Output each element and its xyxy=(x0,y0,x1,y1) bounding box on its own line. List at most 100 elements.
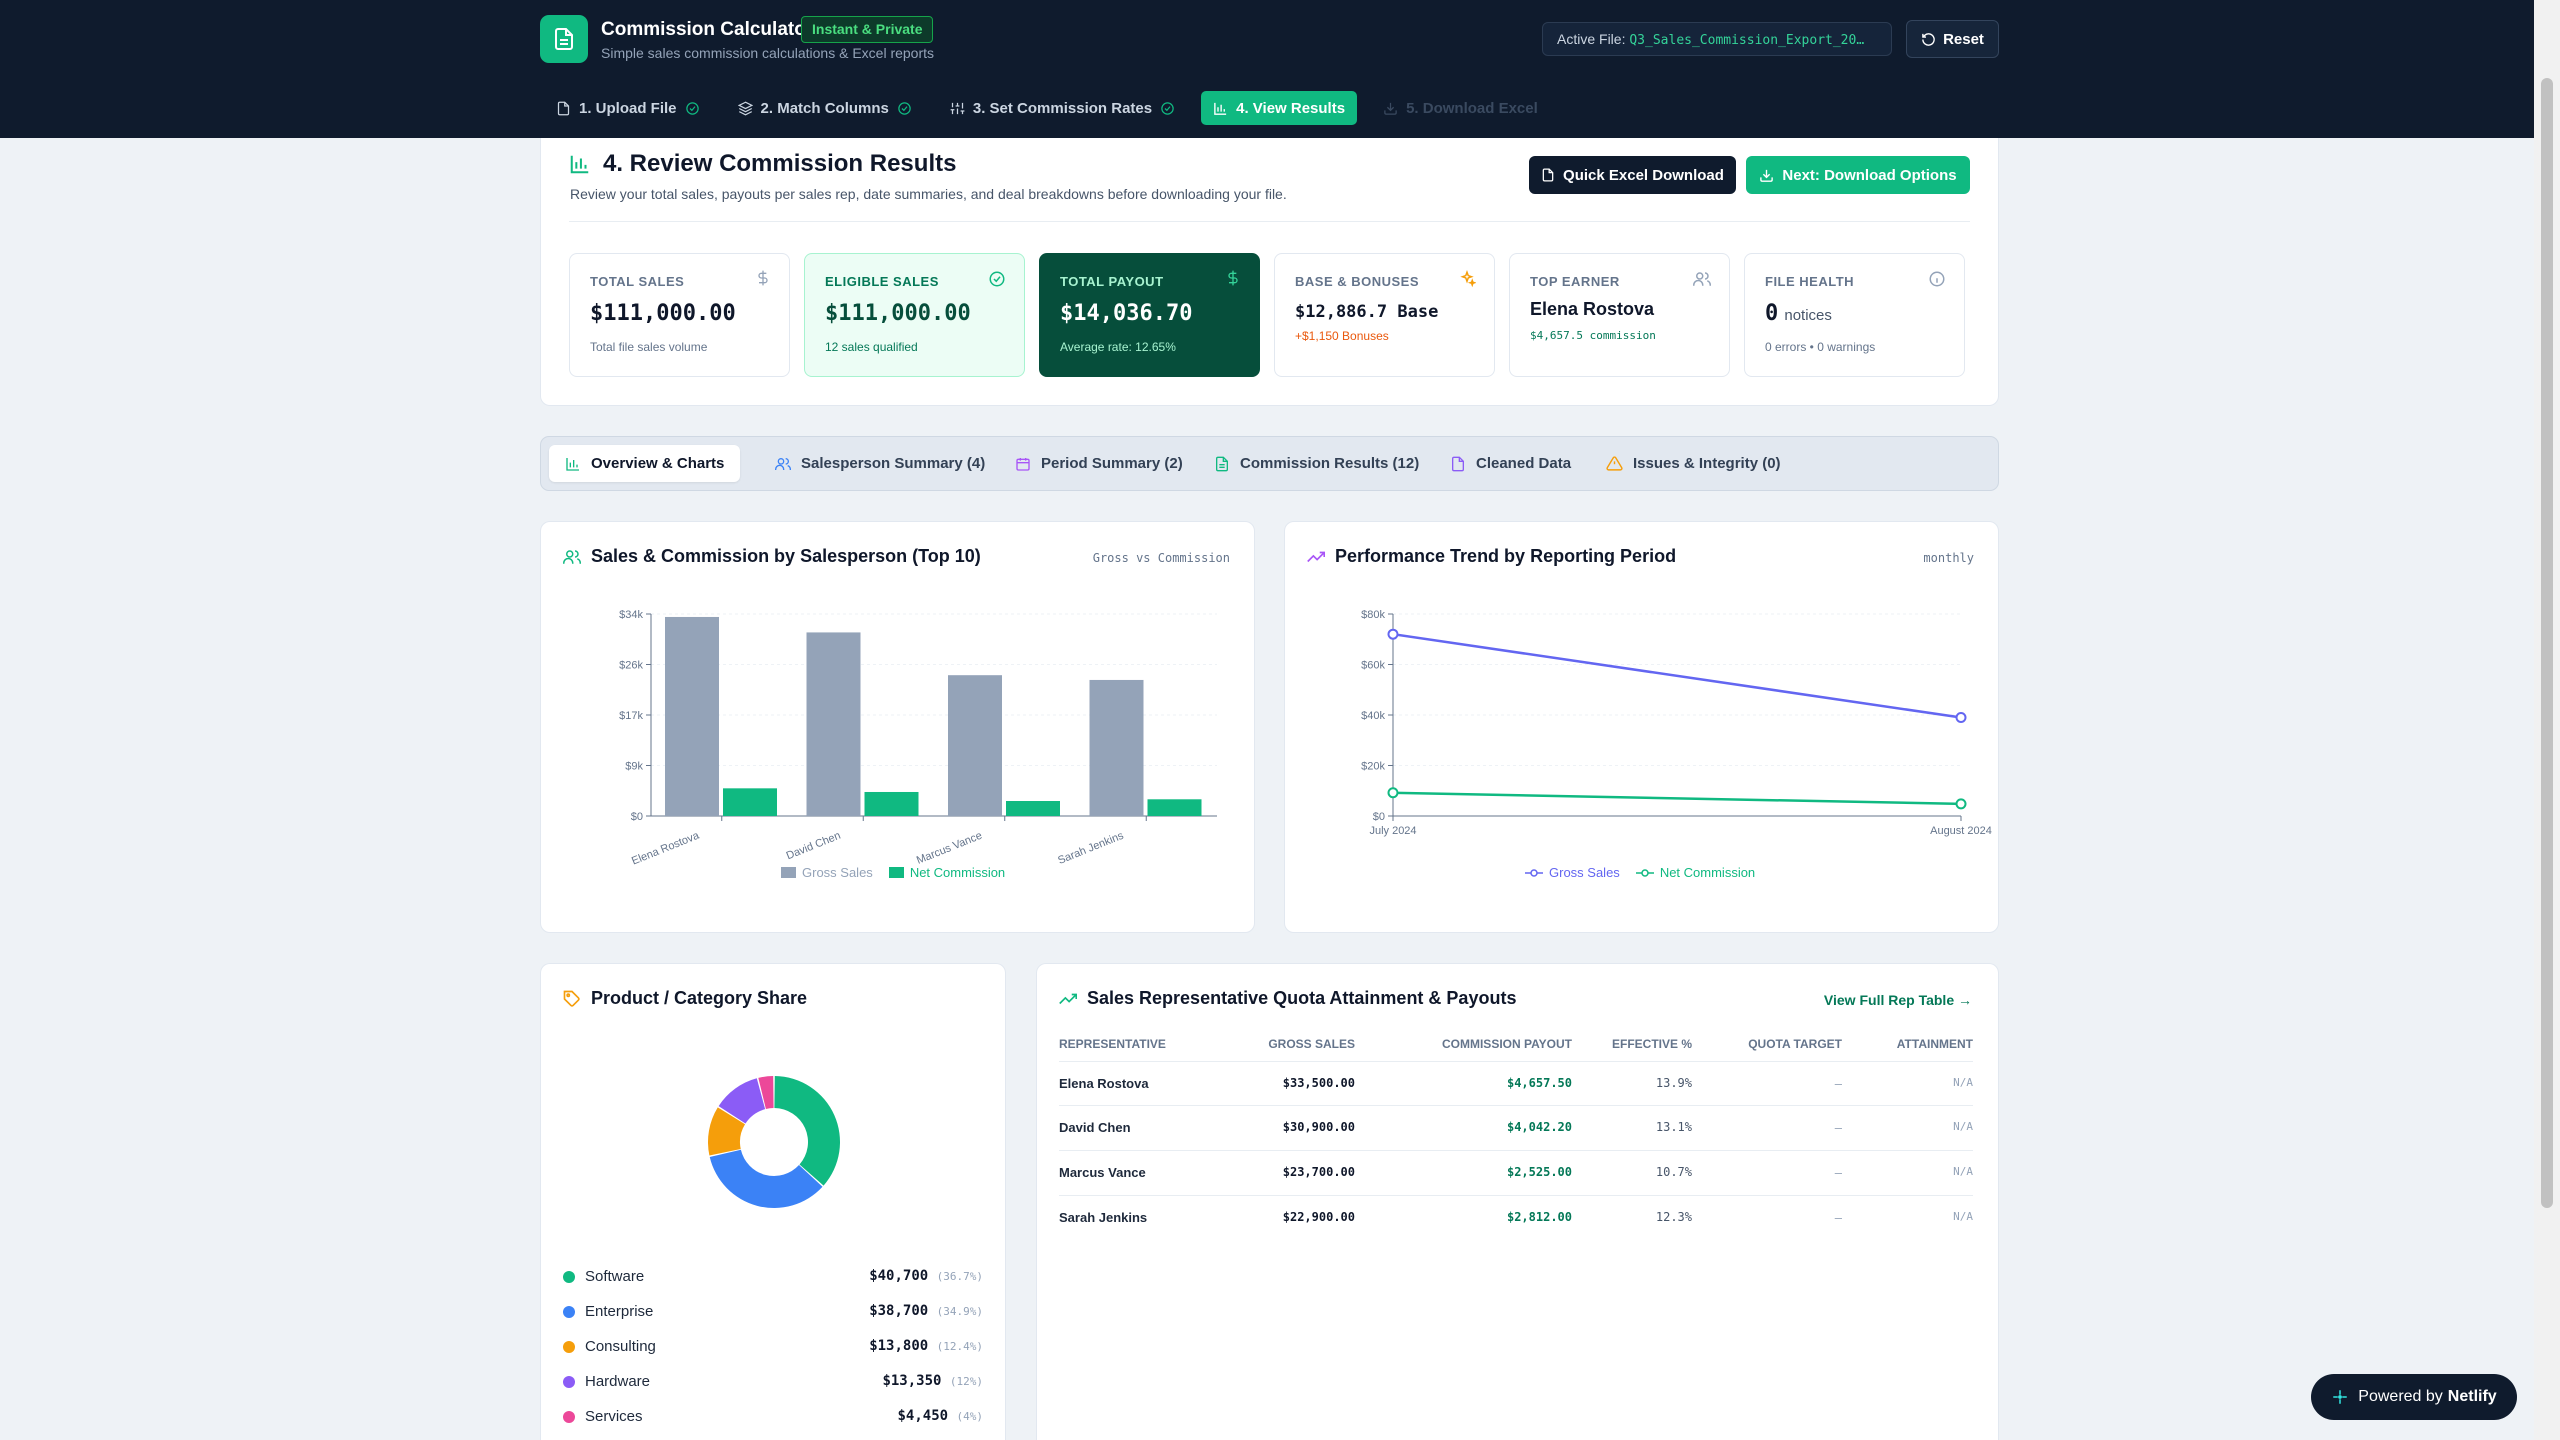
category-percent: (12.4%) xyxy=(936,1340,983,1353)
series-line-net-commission xyxy=(1392,791,1962,806)
data-point xyxy=(1387,787,1399,799)
file-icon xyxy=(556,101,571,116)
y-tick-label: $60k xyxy=(1361,660,1385,672)
y-tick-label: $40k xyxy=(1361,710,1385,722)
download-icon xyxy=(1383,101,1398,116)
table-row[interactable]: David Chen $30,900.00 $4,042.20 13.1% – … xyxy=(1059,1105,1973,1149)
tab-label: Overview & Charts xyxy=(591,455,725,472)
top-earner-card: TOP EARNER Elena Rostova $4,657.5 commis… xyxy=(1509,253,1730,377)
step-label: 4. View Results xyxy=(1236,99,1346,117)
col-commission-payout: COMMISSION PAYOUT xyxy=(1441,1037,1572,1051)
table-row[interactable]: Marcus Vance $23,700.00 $2,525.00 10.7% … xyxy=(1059,1150,1973,1194)
list-item[interactable]: Software $40,700 (36.7%) xyxy=(563,1267,983,1287)
col-attainment: ATTAINMENT xyxy=(1896,1037,1973,1051)
y-tick-label: $80k xyxy=(1361,609,1385,621)
health-value: 0 xyxy=(1765,301,1779,326)
dollar-icon xyxy=(755,270,771,286)
rep-quota: – xyxy=(1834,1165,1842,1180)
bar-chart-icon xyxy=(565,456,581,472)
col-gross-sales: GROSS SALES xyxy=(1268,1037,1355,1051)
data-point xyxy=(1955,712,1967,724)
card-value: $12,886.7 Base xyxy=(1295,302,1438,322)
rep-gross: $30,900.00 xyxy=(1282,1120,1355,1134)
rep-gross: $22,900.00 xyxy=(1282,1210,1355,1224)
check-circle-icon xyxy=(988,270,1006,288)
scrollbar-thumb[interactable] xyxy=(2541,78,2553,1208)
tab-period-summary[interactable]: Period Summary (2) xyxy=(999,445,1199,482)
dollar-icon xyxy=(1225,270,1241,286)
table-row[interactable]: Sarah Jenkins $22,900.00 $2,812.00 12.3%… xyxy=(1059,1195,1973,1239)
legend-item[interactable]: Gross Sales xyxy=(1525,865,1620,880)
step-label: 2. Match Columns xyxy=(760,99,889,117)
legend-swatch xyxy=(888,867,904,878)
legend-label: Net Commission xyxy=(909,865,1006,880)
line-chart-panel: Performance Trend by Reporting Period mo… xyxy=(1284,521,1999,933)
tab-salesperson-summary[interactable]: Salesperson Summary (4) xyxy=(759,445,1001,482)
category-amount: $38,700 xyxy=(869,1303,937,1319)
table-row[interactable]: Elena Rostova $33,500.00 $4,657.50 13.9%… xyxy=(1059,1061,1973,1105)
list-item[interactable]: Services $4,450 (4%) xyxy=(563,1407,983,1427)
rep-gross: $23,700.00 xyxy=(1282,1165,1355,1179)
tab-label: Cleaned Data xyxy=(1476,455,1572,472)
category-amount: $4,450 xyxy=(897,1408,957,1424)
rep-attainment: N/A xyxy=(1953,1076,1973,1089)
legend-item[interactable]: Gross Sales xyxy=(781,865,873,880)
category-name: Software xyxy=(585,1268,645,1285)
step-label: 5. Download Excel xyxy=(1406,99,1538,117)
download-icon xyxy=(1759,168,1774,183)
card-note: 0 errors • 0 warnings xyxy=(1765,340,1876,354)
rep-quota: – xyxy=(1834,1120,1842,1135)
card-note: $4,657.5 commission xyxy=(1530,329,1656,342)
spreadsheet-icon xyxy=(552,27,576,51)
category-amount: $13,350 xyxy=(882,1373,950,1389)
base-bonuses-card: BASE & BONUSES $12,886.7 Base +$1,150 Bo… xyxy=(1274,253,1495,377)
reset-button[interactable]: Reset xyxy=(1906,20,1999,58)
tab-cleaned-data[interactable]: Cleaned Data xyxy=(1434,445,1587,482)
y-tick-label: $17k xyxy=(619,710,643,722)
donut-slice-consulting xyxy=(708,1107,746,1156)
rep-table-panel: Sales Representative Quota Attainment & … xyxy=(1036,963,1999,1440)
step-set-commission-rates[interactable]: 3. Set Commission Rates xyxy=(938,91,1187,125)
legend-item[interactable]: Net Commission xyxy=(1635,865,1755,880)
tab-overview-charts[interactable]: Overview & Charts xyxy=(549,445,741,482)
donut-slice-services xyxy=(758,1076,774,1109)
view-full-rep-table-link[interactable]: View Full Rep Table → xyxy=(1823,992,1972,1008)
check-circle-icon xyxy=(897,101,912,116)
line-chart-legend: Gross Sales Net Commission xyxy=(1525,865,1755,880)
next-download-options-button[interactable]: Next: Download Options xyxy=(1746,156,1970,194)
rep-table-header: REPRESENTATIVE GROSS SALES COMMISSION PA… xyxy=(1059,1037,1973,1057)
list-item[interactable]: Consulting $13,800 (12.4%) xyxy=(563,1337,983,1357)
netlify-logo-icon xyxy=(2331,1388,2349,1406)
col-quota-target: QUOTA TARGET xyxy=(1748,1037,1842,1051)
y-tick-label: $26k xyxy=(619,660,643,672)
reset-label: Reset xyxy=(1943,30,1984,48)
layers-icon xyxy=(737,101,753,116)
list-item[interactable]: Hardware $13,350 (12%) xyxy=(563,1372,983,1392)
powered-by-netlify-badge[interactable]: Powered by Netlify xyxy=(2311,1374,2517,1420)
category-title-text: Product / Category Share xyxy=(591,988,808,1008)
line-chart-title: Performance Trend by Reporting Period xyxy=(1307,546,1676,567)
x-tick-label: David Chen xyxy=(785,830,843,863)
step-upload-file[interactable]: 1. Upload File xyxy=(544,91,712,125)
category-name: Services xyxy=(585,1408,643,1425)
warning-icon xyxy=(1606,455,1623,472)
card-value: 0 notices xyxy=(1765,300,1832,326)
tab-label: Salesperson Summary (4) xyxy=(801,455,986,472)
rep-payout: $4,657.50 xyxy=(1506,1076,1572,1090)
bar-net-commission xyxy=(1006,800,1060,816)
quick-excel-download-button[interactable]: Quick Excel Download xyxy=(1529,156,1736,194)
wizard-steps: 1. Upload File 2. Match Columns 3. Set C… xyxy=(544,91,1564,125)
card-label: TOP EARNER xyxy=(1530,274,1620,289)
bar-net-commission xyxy=(864,791,919,816)
step-match-columns[interactable]: 2. Match Columns xyxy=(726,91,924,125)
category-title: Product / Category Share xyxy=(563,988,807,1009)
category-amount: $13,800 xyxy=(869,1338,937,1354)
legend-item[interactable]: Net Commission xyxy=(888,865,1006,880)
legend-line-marker xyxy=(1635,868,1654,878)
tab-commission-results[interactable]: Commission Results (12) xyxy=(1198,445,1435,482)
step-view-results[interactable]: 4. View Results xyxy=(1201,91,1358,125)
list-item[interactable]: Enterprise $38,700 (34.9%) xyxy=(563,1302,983,1322)
active-file-indicator[interactable]: Active File: Q3_Sales_Commission_Export_… xyxy=(1542,22,1892,56)
file-icon xyxy=(1450,456,1466,472)
tab-issues-integrity[interactable]: Issues & Integrity (0) xyxy=(1590,445,1797,482)
